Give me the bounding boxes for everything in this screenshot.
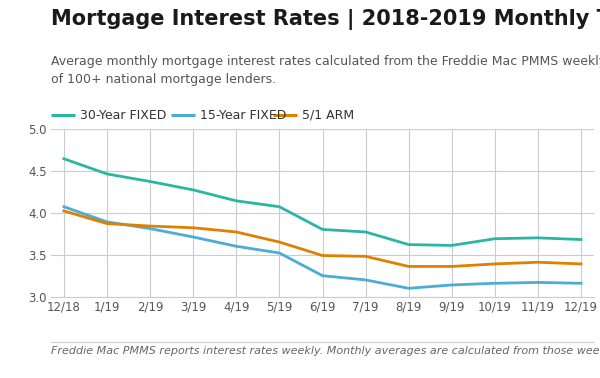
Text: Average monthly mortgage interest rates calculated from the Freddie Mac PMMS wee: Average monthly mortgage interest rates … — [51, 55, 600, 86]
Text: Mortgage Interest Rates | 2018-2019 Monthly Trends: Mortgage Interest Rates | 2018-2019 Mont… — [51, 9, 600, 31]
Text: Freddie Mac PMMS reports interest rates weekly. Monthly averages are calculated : Freddie Mac PMMS reports interest rates … — [51, 346, 600, 356]
Text: 15-Year FIXED: 15-Year FIXED — [200, 109, 286, 122]
Text: 5/1 ARM: 5/1 ARM — [302, 109, 354, 122]
Text: 30-Year FIXED: 30-Year FIXED — [80, 109, 166, 122]
